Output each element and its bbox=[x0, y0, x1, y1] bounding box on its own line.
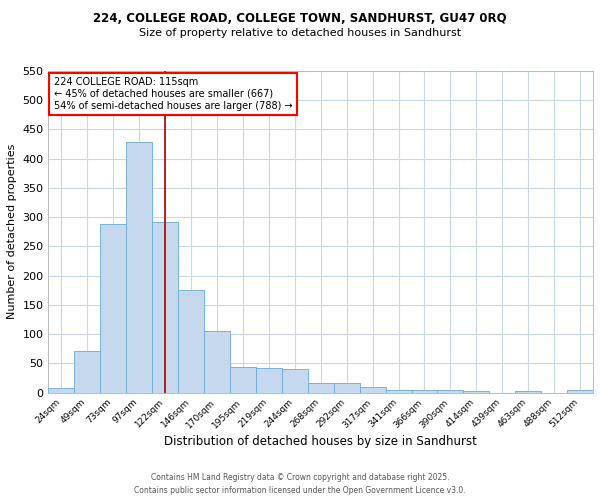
Bar bbox=[412, 390, 437, 392]
Bar bbox=[437, 390, 463, 392]
Text: Contains public sector information licensed under the Open Government Licence v3: Contains public sector information licen… bbox=[134, 486, 466, 495]
Bar bbox=[515, 391, 541, 392]
Text: Size of property relative to detached houses in Sandhurst: Size of property relative to detached ho… bbox=[139, 28, 461, 38]
Bar bbox=[126, 142, 152, 392]
Bar bbox=[256, 368, 282, 392]
Bar bbox=[359, 388, 386, 392]
Bar bbox=[230, 368, 256, 392]
Bar bbox=[74, 351, 100, 393]
Bar bbox=[463, 391, 490, 392]
Bar bbox=[308, 382, 334, 392]
Bar bbox=[567, 390, 593, 392]
Bar bbox=[282, 369, 308, 392]
Text: 224 COLLEGE ROAD: 115sqm
← 45% of detached houses are smaller (667)
54% of semi-: 224 COLLEGE ROAD: 115sqm ← 45% of detach… bbox=[54, 78, 293, 110]
Bar bbox=[204, 330, 230, 392]
Bar bbox=[152, 222, 178, 392]
Bar bbox=[334, 382, 359, 392]
Bar bbox=[100, 224, 126, 392]
Bar bbox=[386, 390, 412, 392]
X-axis label: Distribution of detached houses by size in Sandhurst: Distribution of detached houses by size … bbox=[164, 435, 477, 448]
Bar bbox=[178, 290, 204, 392]
Bar bbox=[49, 388, 74, 392]
Text: 224, COLLEGE ROAD, COLLEGE TOWN, SANDHURST, GU47 0RQ: 224, COLLEGE ROAD, COLLEGE TOWN, SANDHUR… bbox=[93, 12, 507, 26]
Y-axis label: Number of detached properties: Number of detached properties bbox=[7, 144, 17, 320]
Text: Contains HM Land Registry data © Crown copyright and database right 2025.: Contains HM Land Registry data © Crown c… bbox=[151, 472, 449, 482]
